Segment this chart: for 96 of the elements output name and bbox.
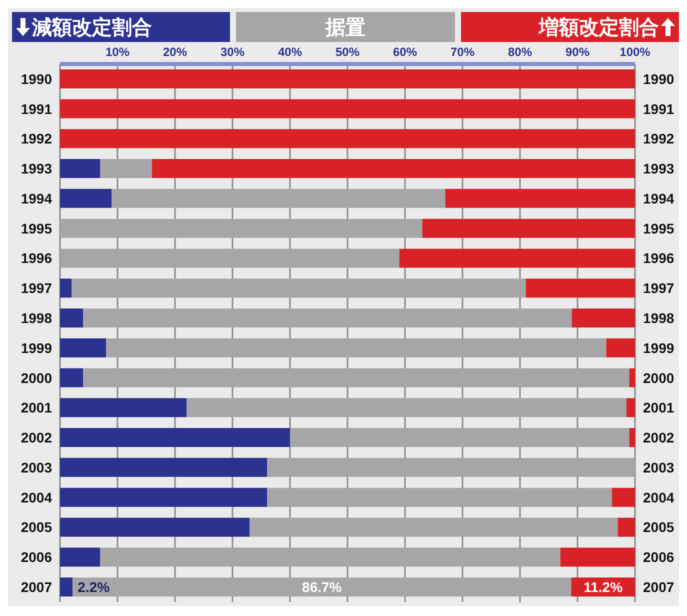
y-tick-label: 1991: [20, 100, 52, 117]
bar: [60, 218, 422, 238]
category-label: 2004: [643, 489, 674, 506]
bar: [612, 488, 635, 507]
category-label: 1994: [643, 190, 674, 206]
category-label: 1992: [643, 130, 674, 147]
y-tick-label: 1990: [20, 70, 52, 87]
y-tick-label: 1998: [20, 310, 52, 326]
bar: [399, 248, 635, 268]
category-label: 1995: [643, 220, 674, 236]
bar: [60, 69, 635, 88]
y-tick-label: 1997: [20, 280, 52, 296]
y-tick-label: 2007: [20, 579, 52, 596]
data-label: 2.2%: [78, 578, 110, 595]
category-label: 1990: [643, 70, 674, 87]
bar: [60, 278, 72, 298]
bar: [626, 398, 635, 418]
bar: [526, 278, 635, 298]
x-tick-label: 70%: [450, 45, 475, 59]
x-tick-label: 80%: [508, 45, 532, 59]
y-tick-label: 2000: [20, 370, 52, 386]
bar: [60, 248, 400, 268]
bar: [152, 159, 635, 178]
x-tick-label: 10%: [105, 45, 130, 59]
y-tick-label: 2006: [20, 549, 52, 566]
category-label: 1997: [643, 280, 674, 296]
x-tick-label: 50%: [335, 45, 360, 59]
bar: [290, 428, 630, 448]
x-tick-label: 20%: [162, 45, 188, 59]
category-label: 2000: [643, 370, 674, 386]
bar: [422, 218, 635, 238]
bar: [572, 308, 635, 328]
y-tick-label: 2001: [20, 400, 52, 416]
bar: [72, 577, 572, 596]
bar: [83, 368, 630, 388]
bar: [606, 338, 635, 358]
y-tick-label: 2003: [20, 459, 52, 476]
category-label: 1993: [643, 160, 674, 177]
bar: [60, 338, 106, 358]
y-tick-label: 2004: [20, 489, 52, 506]
bar: [445, 188, 635, 208]
x-tick-label: 100%: [620, 45, 651, 59]
series-label: 増額改定割合: [538, 15, 659, 40]
category-label: 1991: [643, 100, 674, 117]
category-label: 2005: [643, 519, 674, 536]
data-label: 11.2%: [584, 578, 624, 595]
y-tick-label: 1992: [20, 130, 52, 147]
category-label: 2001: [643, 400, 674, 416]
bar: [60, 518, 250, 537]
bar: [629, 368, 635, 388]
bar: [267, 458, 635, 477]
y-tick-label: 2002: [20, 430, 52, 446]
category-label: 2002: [643, 430, 674, 446]
x-tick-label: 90%: [565, 45, 590, 59]
bar: [60, 159, 100, 178]
bar: [100, 159, 152, 178]
x-tick-label: 60%: [392, 45, 418, 59]
x-tick-label: 30%: [220, 45, 245, 59]
bar: [60, 428, 290, 448]
category-label: 1998: [643, 310, 674, 326]
bar: [60, 188, 112, 208]
bar: [560, 548, 635, 567]
bar: [60, 99, 635, 118]
bar: [83, 308, 572, 328]
bar: [60, 548, 100, 567]
bar: [60, 577, 73, 596]
category-label: 1999: [643, 340, 674, 356]
text: 据置: [325, 16, 366, 40]
y-tick-label: 1996: [20, 250, 52, 266]
bar: [60, 458, 267, 477]
y-tick-label: 1999: [20, 340, 52, 356]
bar: [112, 188, 446, 208]
y-tick-label: 2005: [20, 519, 52, 536]
category-label: 2007: [643, 579, 674, 596]
bar: [60, 488, 267, 507]
bar: [60, 129, 635, 148]
bar: [618, 518, 635, 537]
bar: [60, 398, 186, 418]
bar: [267, 488, 612, 507]
x-tick-label: 40%: [278, 45, 302, 59]
bar: [72, 278, 526, 298]
y-tick-label: 1995: [20, 220, 52, 236]
y-tick-label: 1993: [20, 160, 52, 177]
y-tick-label: 1994: [20, 190, 52, 206]
category-label: 2003: [643, 459, 674, 476]
data-label: 86.7%: [302, 578, 342, 595]
bar: [250, 518, 618, 537]
text: 減額改定割合: [32, 16, 152, 40]
category-label: 1996: [643, 250, 674, 266]
bar: [106, 338, 606, 358]
category-label: 2006: [643, 549, 674, 566]
bar: [629, 428, 635, 448]
bar: [60, 308, 83, 328]
bar: [100, 548, 560, 567]
bar: [60, 368, 83, 388]
bar: [186, 398, 626, 418]
